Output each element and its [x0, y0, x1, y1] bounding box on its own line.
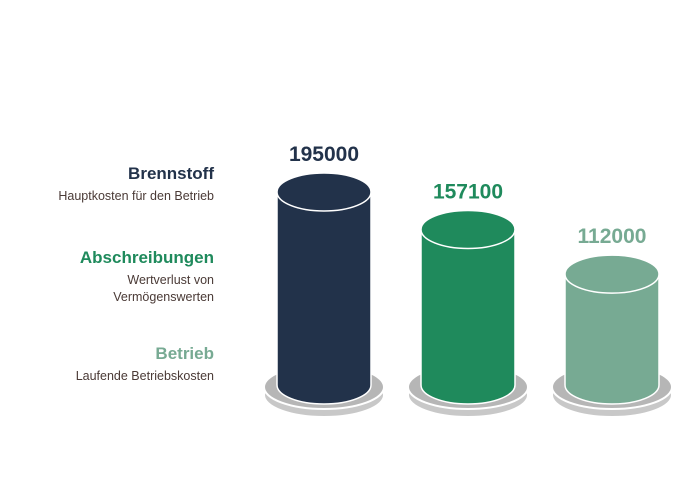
value-label-brennstoff: 195000: [289, 143, 359, 166]
legend-title-brennstoff: Brennstoff: [128, 164, 214, 183]
bar-betrieb: [564, 273, 660, 405]
bar-abschreibungen: [420, 228, 516, 405]
legend-desc-abschreibungen: Wertverlust von Vermögenswerten: [113, 273, 214, 304]
legend-item-abschreibungen: Abschreibungen Wertverlust von Vermögens…: [64, 248, 214, 306]
legend-title-betrieb: Betrieb: [155, 344, 214, 363]
bar-top-abschreibungen: [420, 209, 516, 250]
legend-desc-betrieb: Laufende Betriebskosten: [75, 369, 214, 383]
bar-top-brennstoff: [276, 172, 372, 212]
value-label-abschreibungen: 157100: [433, 180, 503, 203]
value-label-betrieb: 112000: [578, 225, 647, 248]
legend-item-brennstoff: Brennstoff Hauptkosten für den Betrieb: [58, 164, 214, 205]
legend-item-betrieb: Betrieb Laufende Betriebskosten: [76, 344, 214, 385]
bar-top-betrieb: [564, 254, 660, 294]
legend-desc-brennstoff: Hauptkosten für den Betrieb: [58, 189, 214, 203]
bar-brennstoff: [276, 191, 372, 405]
legend-title-abschreibungen: Abschreibungen: [79, 248, 214, 267]
